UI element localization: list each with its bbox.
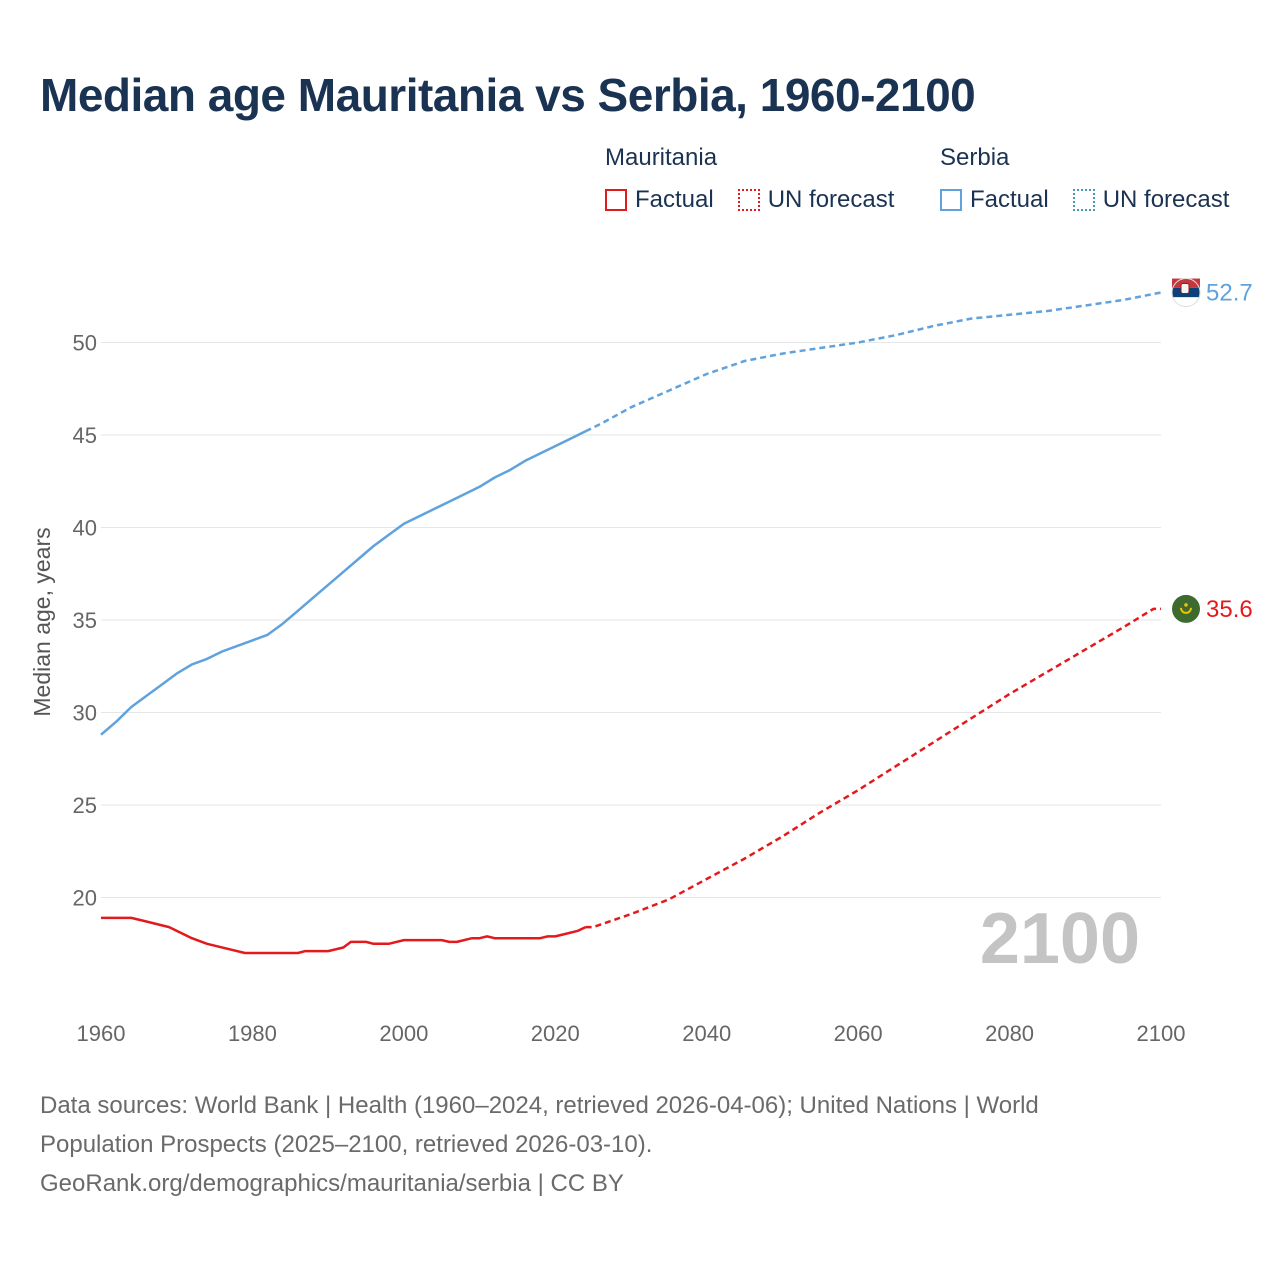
- x-tick-label: 2080: [985, 1021, 1034, 1046]
- y-axis-label: Median age, years: [29, 527, 55, 716]
- mauritania-forecast-line: [585, 607, 1161, 929]
- mauritania-factual-line: [101, 916, 587, 955]
- footer-line-3: GeoRank.org/demographics/mauritania/serb…: [40, 1170, 624, 1197]
- serbia-coat-of-arms-icon: [1180, 283, 1190, 295]
- y-tick-label: 25: [73, 793, 97, 818]
- footer-line-1: Data sources: World Bank | Health (1960–…: [40, 1092, 1039, 1119]
- y-tick-label: 35: [73, 608, 97, 633]
- legend-mauritania-forecast-swatch: [737, 189, 760, 211]
- mauritania-crescent-icon: [1180, 607, 1192, 614]
- x-tick-label: 1980: [228, 1021, 277, 1046]
- mauritania-end-label: 35.6: [1206, 596, 1253, 623]
- y-tick-label: 50: [73, 331, 97, 356]
- legend-mauritania: Mauritania Factual UN forecast: [605, 144, 912, 214]
- mauritania-star-icon: [1184, 603, 1188, 607]
- legend-serbia-factual-swatch: [940, 189, 962, 211]
- legend-serbia-forecast-label: UN forecast: [1102, 186, 1230, 213]
- y-tick-label: 20: [73, 886, 97, 911]
- legend-serbia-name: Serbia: [940, 144, 1010, 171]
- legend-serbia-factual-label: Factual: [970, 186, 1049, 213]
- x-tick-label: 1960: [77, 1021, 126, 1046]
- legend-mauritania-factual-label: Factual: [635, 186, 714, 213]
- serbia-flag-border: [1171, 278, 1201, 308]
- serbia-forecast-line: [585, 291, 1162, 433]
- x-tick-label: 2000: [379, 1021, 428, 1046]
- mauritania-flag-icon: [1172, 594, 1200, 623]
- year-label: 2100: [980, 899, 1140, 979]
- line-chart: 20 25 30 35 40 45 50 1960 1980 2000 2020 2040 2060 20…: [29, 278, 1253, 1046]
- x-tick-label: 2020: [531, 1021, 580, 1046]
- legend-mauritania-factual-swatch: [605, 189, 627, 211]
- legend-serbia-forecast-swatch: [1072, 189, 1095, 211]
- legend-mauritania-forecast-label: UN forecast: [767, 186, 895, 213]
- y-tick-label: 30: [73, 701, 97, 726]
- serbia-end-label: 52.7: [1206, 280, 1253, 307]
- x-tick-label: 2100: [1137, 1021, 1186, 1046]
- legend-serbia: Serbia Factual UN forecast: [940, 144, 1247, 214]
- serbia-factual-line: [100, 430, 587, 736]
- x-tick-label: 2060: [834, 1021, 883, 1046]
- y-tick-label: 40: [73, 516, 97, 541]
- chart-title: Median age Mauritania vs Serbia, 1960-21…: [40, 69, 976, 121]
- data-sources-footer: Data sources: World Bank | Health (1960–…: [40, 1086, 1220, 1203]
- footer-line-2: Population Prospects (2025–2100, retriev…: [40, 1131, 653, 1158]
- y-tick-label: 45: [73, 423, 97, 448]
- x-tick-label: 2040: [682, 1021, 731, 1046]
- legend-mauritania-name: Mauritania: [605, 144, 718, 171]
